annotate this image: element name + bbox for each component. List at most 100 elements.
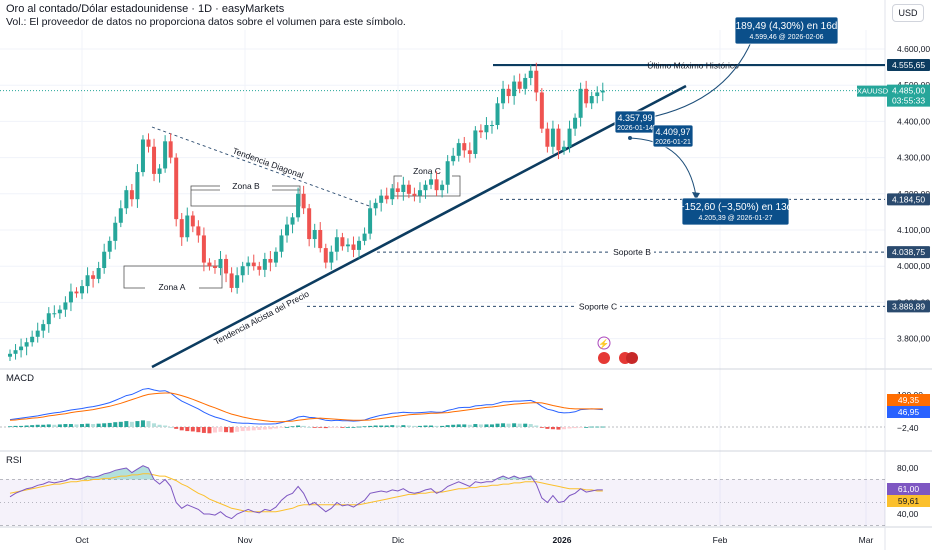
candle — [113, 216, 118, 250]
candle — [506, 84, 511, 104]
candle-body — [63, 302, 68, 310]
candle — [63, 296, 68, 317]
macd-hist-bar — [296, 425, 301, 427]
candle-body — [357, 240, 362, 250]
time-tick-label: Dic — [392, 535, 405, 545]
macd-hist-bar — [174, 427, 179, 429]
candle — [279, 229, 284, 258]
macd-hist-bar — [279, 427, 284, 428]
candle-body — [578, 88, 583, 118]
candle-body — [451, 155, 456, 162]
macd-hist-bar — [246, 427, 251, 431]
candle — [417, 182, 422, 203]
candle — [146, 133, 151, 153]
callout-low-bg — [614, 110, 656, 134]
macd-hist-bar — [600, 426, 605, 428]
rsi-ma-tag: 59,61 — [898, 496, 920, 506]
candle-body — [528, 70, 533, 78]
candle-body — [562, 146, 566, 151]
candle — [345, 238, 350, 253]
candle — [573, 113, 578, 136]
macd-hist-bar — [52, 424, 57, 427]
candles[interactable]: ⚡ — [8, 62, 638, 364]
candle — [368, 200, 373, 240]
rsi-axis-label: 40,00 — [897, 509, 919, 519]
candle — [434, 171, 439, 196]
ath-price-tag-bg — [887, 59, 930, 72]
ath-label: Último Máximo Histórico — [647, 61, 739, 71]
macd-line-tag: 46,95 — [898, 407, 920, 417]
callout-mid-bg — [652, 124, 694, 148]
candle-body — [229, 273, 234, 288]
candle — [257, 261, 262, 276]
macd-hist-bar — [118, 421, 123, 427]
macd-hist-bar — [68, 424, 73, 427]
price-axis[interactable]: 4.600,004.500,004.400,004.300,004.200,00… — [75, 44, 930, 545]
candle-body — [340, 237, 345, 247]
horizontal-levels: Último Máximo Histórico Soporte B Soporte … — [0, 61, 885, 313]
candle — [19, 338, 24, 358]
candle — [440, 180, 445, 198]
candle-body — [273, 251, 278, 263]
macd-hist-bar — [129, 421, 134, 427]
macd-hist-bar — [595, 426, 600, 428]
candle — [578, 82, 583, 127]
candle-body — [434, 179, 439, 191]
macd-hist-bar — [495, 423, 500, 427]
candle — [8, 349, 12, 362]
candle — [107, 236, 112, 259]
candle — [567, 120, 572, 153]
candle-body — [539, 92, 544, 129]
candle — [517, 73, 522, 94]
callout-arrow-down-head — [692, 192, 700, 200]
candle — [207, 258, 212, 271]
candle-body — [168, 141, 173, 158]
candle-body — [46, 313, 51, 325]
candle — [80, 279, 85, 300]
macd-hist-bar — [235, 427, 240, 432]
countdown-label: 03:55:33 — [892, 96, 925, 106]
candle — [102, 243, 107, 274]
currency-button[interactable]: USD — [892, 4, 924, 22]
candle — [129, 184, 134, 207]
candle — [318, 222, 323, 253]
macd-hist-bar — [578, 427, 583, 428]
candle — [600, 82, 605, 102]
macd-hist-bar — [13, 425, 18, 427]
zona-b-label: Zona B — [232, 181, 260, 191]
macd-hist-bar — [456, 424, 461, 427]
candle — [273, 247, 278, 267]
rsi-tag: 61,00 — [898, 484, 920, 494]
candle — [589, 91, 594, 110]
candle-body — [146, 139, 151, 147]
candle — [357, 236, 362, 259]
macd-hist-bar — [212, 427, 217, 433]
candle-body — [118, 208, 123, 223]
candle-body — [52, 313, 57, 315]
candle-body — [179, 219, 184, 238]
macd-hist-bar — [412, 425, 417, 427]
candle — [174, 153, 179, 227]
macd-hist-bar — [390, 425, 395, 427]
candle — [467, 142, 472, 163]
candle-body — [351, 244, 356, 250]
candle-body — [373, 202, 378, 209]
macd-hist-bar — [179, 427, 184, 431]
candle-body — [201, 235, 206, 263]
candle-body — [190, 215, 195, 227]
candle-body — [85, 275, 90, 287]
candle — [523, 73, 528, 95]
candle — [96, 261, 101, 284]
callout-low-line1: 4.357,99 — [617, 113, 652, 123]
candle — [41, 319, 46, 338]
candle-body — [489, 125, 494, 127]
macd-hist-bar — [41, 424, 46, 427]
candle-body — [157, 168, 162, 174]
candle — [429, 173, 434, 190]
candle-body — [107, 240, 112, 252]
candle — [456, 138, 461, 162]
candle — [212, 260, 217, 274]
